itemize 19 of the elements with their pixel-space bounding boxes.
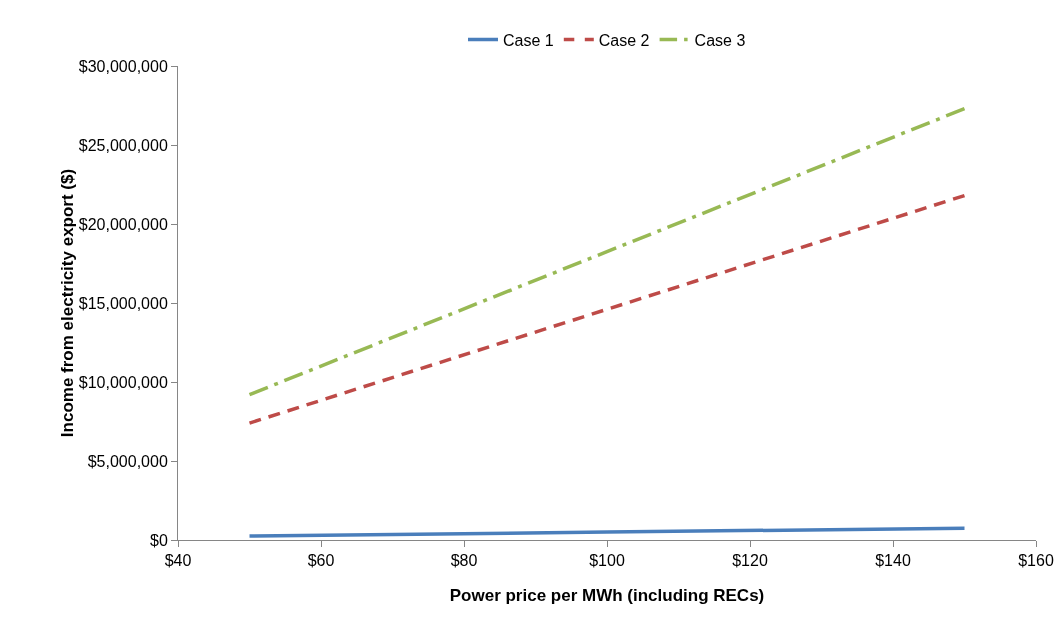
x-axis-title: Power price per MWh (including RECs) [449,586,765,605]
y-tick-label: $15,000,000 [78,294,168,312]
x-tick-label: $40 [164,552,192,570]
y-tick-label: $0 [150,531,168,549]
x-tick-label: $80 [450,552,478,570]
y-tick-label: $5,000,000 [87,452,168,470]
legend-label: Case 1 [503,31,554,49]
legend-label: Case 3 [694,31,746,49]
x-tick-label: $140 [875,552,911,570]
y-axis-title: Income from electricity export ($) [57,168,77,438]
x-tick-label: $120 [732,552,768,570]
y-tick-label: $30,000,000 [78,57,168,75]
x-tick-label: $160 [1018,552,1054,570]
x-tick-label: $100 [589,552,625,570]
y-tick-label: $10,000,000 [78,373,168,391]
y-tick-label: $25,000,000 [78,136,168,154]
x-tick-label: $60 [307,552,335,570]
legend-label: Case 2 [598,31,650,49]
y-tick-label: $20,000,000 [78,215,168,233]
